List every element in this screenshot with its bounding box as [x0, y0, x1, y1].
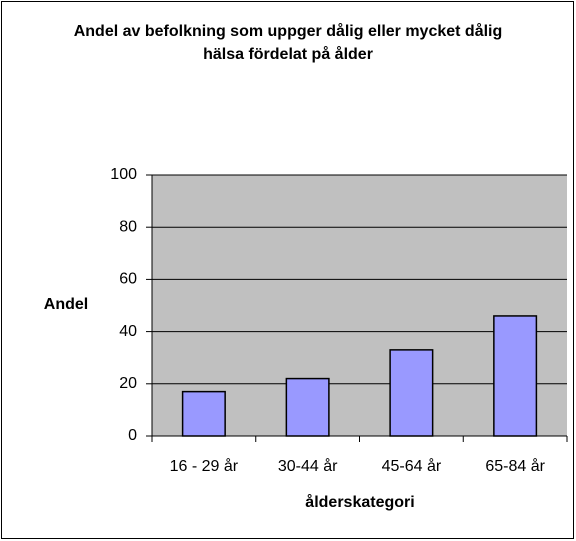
y-tick-label: 60 [119, 271, 137, 288]
bar [181, 390, 226, 437]
y-tick-label: 0 [128, 427, 137, 444]
bar [493, 315, 538, 437]
y-axis-label: Andel [44, 296, 88, 313]
x-tick-label: 30-44 år [278, 457, 338, 475]
y-tick-label: 100 [110, 166, 137, 183]
y-tick-label: 40 [119, 323, 137, 340]
x-tick-label: 45-64 år [382, 457, 442, 475]
chart-title: Andel av befolkning som uppger dålig ell… [73, 23, 503, 63]
x-tick-label: 65-84 år [485, 457, 545, 475]
y-tick-label: 20 [119, 375, 137, 392]
x-tick-label: 16 - 29 år [170, 457, 239, 475]
bar [389, 349, 434, 437]
bar [285, 377, 330, 437]
x-axis-label: ålderskategori [305, 493, 414, 511]
y-tick-label: 80 [119, 218, 137, 235]
